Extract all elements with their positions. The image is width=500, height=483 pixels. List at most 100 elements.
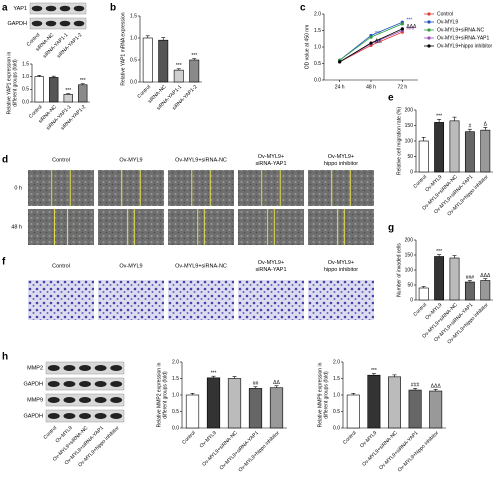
micrograph [28, 280, 94, 320]
y-axis-label: Relative cell migration rate (%) [396, 107, 402, 175]
significance: ΔΔΔ [431, 384, 442, 390]
legend-label: Ov-MYL9+hippo inhibitor [437, 43, 493, 49]
band [63, 413, 76, 419]
band [47, 397, 60, 403]
micrograph [308, 280, 374, 320]
significance: ΔΔΔ [406, 24, 417, 30]
band [31, 5, 43, 12]
bar [408, 389, 422, 429]
micrograph [168, 280, 234, 320]
x-tick-label: 24 h [335, 84, 345, 90]
bar [185, 394, 200, 429]
y-tick-label: 0.0 [314, 77, 321, 83]
column-header: Ov-MYL9 [119, 263, 142, 269]
micrograph [98, 280, 164, 320]
band [63, 365, 76, 371]
y-axis-label: OD value at 450 nm [304, 25, 310, 69]
bar [434, 256, 445, 301]
bar [63, 94, 73, 103]
x-tick-label: Ov-MYL9+siRNA-NC [361, 430, 399, 468]
bar [464, 281, 475, 301]
bar [206, 377, 221, 429]
x-tick-label: Control [342, 430, 358, 446]
significance: Δ [484, 122, 488, 128]
point [338, 60, 342, 64]
bar [388, 376, 401, 429]
y-tick-label: 50 [407, 282, 413, 288]
panel-letter: e [388, 93, 394, 104]
blot-label: MMP2 [27, 365, 43, 371]
bar [346, 394, 360, 429]
column-header: Ov-MYL9+ [328, 154, 354, 160]
band [94, 413, 107, 419]
y-tick-label: 100 [405, 267, 414, 273]
micrograph [168, 170, 234, 206]
column-header: Ov-MYL9+ [258, 154, 284, 160]
column-header: siRNA-YAP1 [255, 161, 286, 167]
x-tick-label: 72 h [397, 84, 407, 90]
column-header: Ov-MYL9+siRNA-NC [175, 263, 227, 269]
significance: ### [411, 383, 420, 389]
y-tick-label: 1.0 [333, 392, 340, 398]
legend-marker [427, 12, 431, 16]
significance: ## [375, 39, 381, 45]
y-tick-label: 2.0 [314, 11, 321, 17]
x-tick-label: Ov-MYL9 [359, 430, 378, 449]
column-header: Control [52, 263, 70, 269]
bar [248, 388, 263, 429]
micrograph [28, 170, 94, 206]
micrograph [308, 209, 374, 245]
band [110, 381, 123, 387]
legend-marker [427, 44, 431, 48]
y-tick-label: 1.0 [130, 35, 137, 41]
bar [227, 378, 242, 429]
band [47, 413, 60, 419]
panel-letter: d [2, 155, 8, 166]
bar [429, 390, 443, 429]
significance: *** [436, 249, 442, 255]
significance: # [469, 124, 472, 130]
bar [173, 69, 184, 83]
x-tick-label: Ov-MYL9+siRNA-YAP1 [219, 430, 260, 471]
y-tick-label: 0.0 [130, 79, 137, 85]
y-tick-label: 100 [405, 138, 414, 144]
y-tick-label: 150 [405, 252, 414, 258]
legend-marker [427, 20, 431, 24]
y-tick-label: 1.0 [172, 392, 179, 398]
panel-letter: h [2, 352, 8, 363]
y-axis-label: different groups (fold) [323, 371, 329, 419]
significance: *** [406, 18, 412, 24]
bar [158, 39, 169, 83]
legend-label: Control [437, 11, 453, 17]
significance: ΔΔ [375, 38, 382, 44]
y-tick-label: 1.5 [314, 28, 321, 34]
significance: *** [436, 114, 442, 120]
bar [78, 84, 88, 103]
micrograph [168, 209, 234, 245]
bar [434, 122, 445, 173]
blot-label: GAPDH [7, 21, 27, 27]
bar [142, 37, 153, 83]
y-tick-label: 2.0 [172, 359, 179, 365]
band [59, 5, 71, 12]
band [79, 365, 91, 371]
band [63, 397, 76, 403]
column-header: Control [52, 157, 70, 163]
y-tick-label: 1.5 [22, 61, 29, 67]
x-tick-label: Ov-MYL9+siRNA-YAP1 [378, 430, 419, 471]
y-tick-label: 0.0 [22, 99, 29, 105]
panel-letter: f [2, 257, 6, 268]
column-header: hippo inhibitor [324, 161, 358, 167]
significance: ΔΔΔ [480, 273, 491, 279]
legend-marker [427, 28, 431, 32]
y-tick-label: 1.0 [22, 74, 29, 80]
x-tick-label: Ov-MYL9 [199, 430, 218, 449]
band [47, 381, 60, 387]
row-label: 48 h [11, 224, 22, 230]
band [73, 5, 85, 12]
x-tick-label: Ov-MYL9+hippo inhibitor [238, 430, 281, 473]
y-tick-label: 0.5 [333, 409, 340, 415]
bar [418, 287, 429, 301]
column-header: Ov-MYL9+siRNA-NC [175, 157, 227, 163]
